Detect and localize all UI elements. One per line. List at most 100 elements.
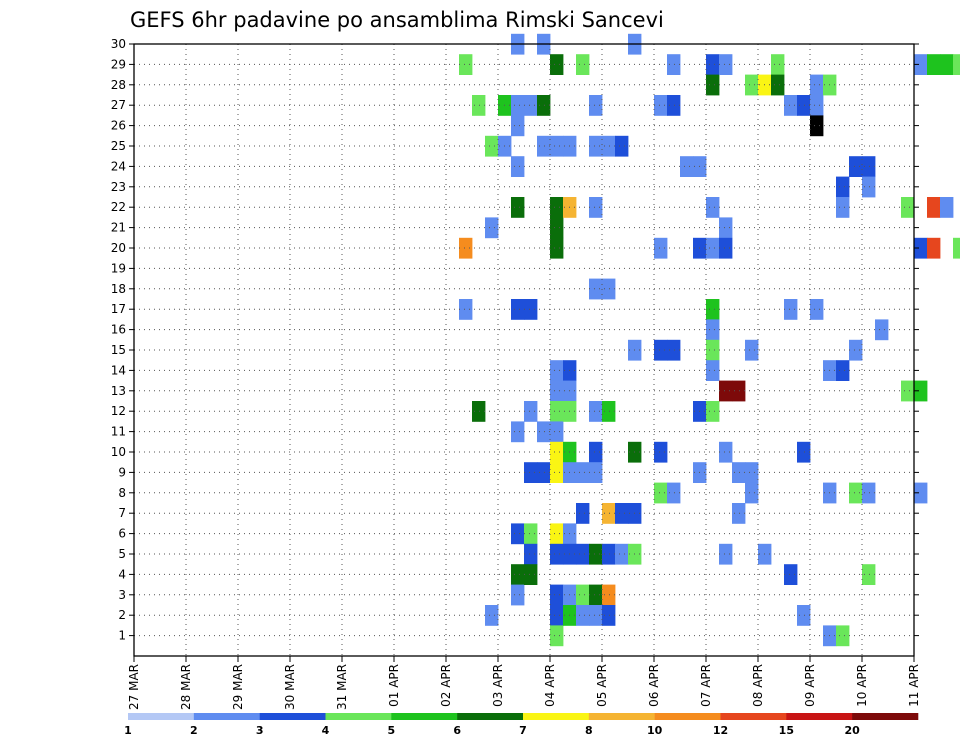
heatmap-cell (654, 95, 668, 116)
colorbar-label: 6 (453, 724, 461, 737)
heatmap-cell (862, 482, 876, 504)
y-tick-label: 4 (118, 567, 126, 581)
heatmap-cell (745, 339, 759, 361)
heatmap-cell (537, 135, 551, 157)
heatmap-cell (953, 237, 960, 259)
colorbar-label: 12 (713, 724, 728, 737)
heatmap-cell (511, 421, 525, 443)
heatmap-cell (784, 299, 798, 320)
y-tick-label: 8 (118, 486, 126, 500)
heatmap-cell (810, 299, 824, 320)
heatmap-cell (576, 543, 590, 565)
heatmap-cell (537, 95, 551, 116)
heatmap-cell (524, 462, 538, 483)
x-tick-label: 06 APR (647, 664, 661, 707)
x-tick-label: 05 APR (595, 664, 609, 707)
heatmap-cell (719, 54, 733, 75)
y-tick-label: 20 (111, 241, 126, 255)
heatmap-cell (511, 95, 525, 116)
heatmap-cell (797, 441, 811, 463)
heatmap-cell (706, 401, 720, 422)
colorbar-label: 7 (519, 724, 527, 737)
heatmap-cell (849, 156, 863, 177)
heatmap-cell (706, 360, 720, 381)
y-tick-label: 11 (111, 425, 126, 439)
heatmap-cell (602, 543, 616, 565)
heatmap-cell (810, 74, 824, 96)
heatmap-cell (914, 237, 928, 259)
heatmap-cell (524, 523, 538, 545)
x-tick-label: 03 APR (491, 664, 505, 707)
heatmap-cell (914, 380, 928, 402)
y-tick-label: 10 (111, 445, 126, 459)
colorbar-label: 10 (647, 724, 663, 737)
heatmap-cell (810, 95, 824, 116)
heatmap-cell (511, 197, 525, 218)
heatmap-cell (524, 401, 538, 422)
y-tick-label: 3 (118, 588, 126, 602)
heatmap-cell (602, 584, 616, 606)
heatmap-cell (550, 197, 564, 218)
y-tick-label: 28 (111, 78, 126, 92)
x-tick-label: 31 MAR (335, 664, 349, 710)
heatmap-cell (485, 217, 499, 239)
heatmap-cell (550, 421, 564, 443)
heatmap-cell (849, 482, 863, 504)
colorbar-swatch (193, 713, 260, 720)
chart-title: GEFS 6hr padavine po ansamblima Rimski S… (130, 8, 664, 32)
heatmap-cell (732, 380, 746, 402)
heatmap-cell (589, 584, 603, 606)
heatmap-cell (654, 482, 668, 504)
heatmap-cell (836, 360, 850, 381)
colorbar-swatch (128, 713, 195, 720)
heatmap-cell (524, 543, 538, 565)
colorbar-label: 3 (256, 724, 264, 737)
heatmap-cell (524, 95, 538, 116)
x-tick-label: 27 MAR (127, 664, 141, 710)
heatmap-cell (927, 54, 941, 75)
heatmap-cell (615, 543, 629, 565)
y-tick-label: 2 (118, 608, 126, 622)
colorbar-swatch (588, 713, 655, 720)
heatmap-cell (901, 197, 915, 218)
y-tick-label: 30 (111, 37, 126, 51)
x-axis: 27 MAR 28 MAR 29 MAR 30 MAR 31 MAR 01 APR 02 A… (127, 656, 921, 710)
heatmap-cell (706, 197, 720, 218)
heatmap-cell (667, 482, 681, 504)
heatmap-cell (550, 523, 564, 545)
heatmap-cell (680, 156, 694, 177)
heatmap-cell (667, 54, 681, 75)
y-tick-label: 27 (111, 98, 126, 112)
heatmap-cell (472, 401, 486, 422)
x-tick-label: 29 MAR (231, 664, 245, 710)
heatmap-cell (706, 299, 720, 320)
heatmap-cell (836, 197, 850, 218)
heatmap-cell (550, 605, 564, 626)
heatmap-cell (589, 401, 603, 422)
heatmap-cell (862, 176, 876, 198)
heatmap-cell (459, 54, 473, 75)
heatmap-cell (602, 503, 616, 524)
y-tick-label: 24 (111, 159, 126, 173)
colorbar-label: 15 (779, 724, 794, 737)
heatmap-cell (745, 482, 759, 504)
colorbar-swatch (786, 713, 853, 720)
heatmap-cell (706, 237, 720, 259)
heatmap-cell (836, 625, 850, 647)
heatmap-cell (589, 441, 603, 463)
heatmap-cell (771, 74, 785, 96)
colorbar-swatch (325, 713, 392, 720)
heatmap-cell (550, 401, 564, 422)
heatmap-cell (602, 278, 616, 300)
heatmap-cell (589, 197, 603, 218)
y-tick-label: 1 (118, 629, 126, 643)
heatmap-cell (550, 584, 564, 606)
y-tick-label: 12 (111, 404, 126, 418)
heatmap-cell (914, 54, 928, 75)
y-tick-label: 7 (118, 506, 126, 520)
colorbar-legend: 1 2 3 4 5 6 7 8 10 12 15 20 (124, 713, 919, 737)
heatmap-cell (914, 482, 928, 504)
heatmap-cell (511, 115, 525, 137)
heatmap-cell (524, 299, 538, 320)
heatmap-cell (719, 217, 733, 239)
